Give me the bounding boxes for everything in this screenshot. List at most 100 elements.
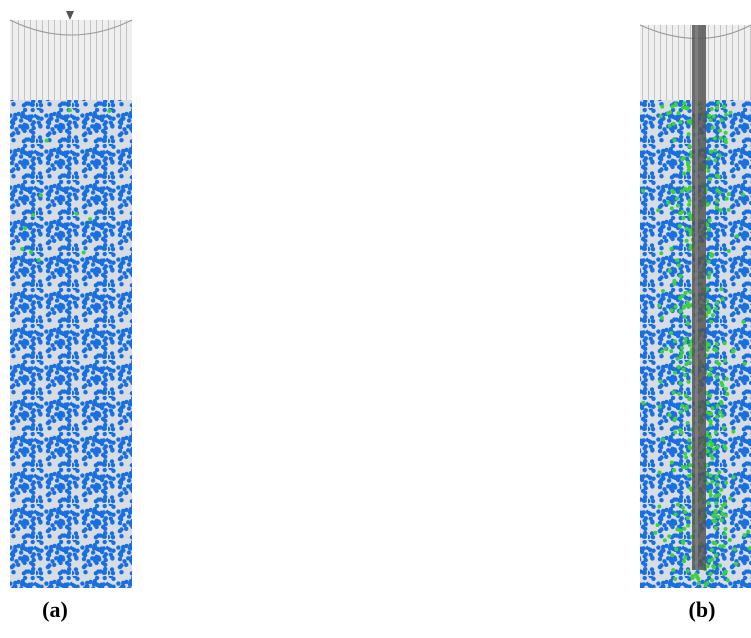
tracer bbox=[688, 199, 692, 203]
particle-bed bbox=[10, 100, 132, 588]
tracer bbox=[719, 208, 723, 212]
tracer bbox=[666, 201, 670, 205]
tracer bbox=[707, 307, 711, 311]
tracer bbox=[682, 171, 686, 175]
tracer bbox=[711, 126, 715, 130]
tracer bbox=[715, 415, 719, 419]
tracer bbox=[664, 347, 668, 351]
tracer bbox=[670, 308, 674, 312]
tracer bbox=[673, 418, 677, 422]
tracer bbox=[672, 279, 676, 283]
tracer bbox=[717, 175, 721, 179]
tracer bbox=[687, 132, 691, 136]
tracer bbox=[674, 547, 678, 551]
tracer bbox=[705, 581, 709, 585]
tracer bbox=[687, 438, 691, 442]
rod bbox=[692, 25, 706, 570]
tracer bbox=[672, 391, 676, 395]
tracer bbox=[670, 461, 674, 465]
tracer bbox=[713, 494, 717, 498]
tracer bbox=[676, 204, 680, 208]
tracer bbox=[746, 530, 750, 534]
tracer bbox=[718, 410, 722, 414]
tracer bbox=[715, 483, 719, 487]
tracer bbox=[666, 111, 670, 115]
tracer bbox=[680, 404, 684, 408]
tracer bbox=[713, 158, 717, 162]
tracer bbox=[669, 331, 673, 335]
tracer bbox=[710, 578, 714, 582]
tracer bbox=[680, 346, 684, 350]
tracer bbox=[718, 153, 722, 157]
tracer bbox=[732, 475, 736, 479]
tracer bbox=[722, 105, 726, 109]
tracer bbox=[673, 138, 677, 142]
tracer bbox=[658, 405, 662, 409]
tracer bbox=[707, 157, 711, 161]
tracer bbox=[690, 575, 694, 579]
tracer bbox=[686, 304, 690, 308]
tracer bbox=[712, 565, 716, 569]
tracer bbox=[714, 501, 718, 505]
tracer bbox=[667, 534, 671, 538]
tracer bbox=[706, 564, 710, 568]
tracer bbox=[686, 569, 690, 573]
tracer bbox=[722, 572, 726, 576]
tracer bbox=[641, 401, 645, 405]
tracer bbox=[686, 524, 690, 528]
panel-b bbox=[640, 25, 751, 588]
tracer bbox=[720, 414, 724, 418]
tracer bbox=[714, 349, 718, 353]
tracer bbox=[31, 213, 35, 217]
tracer bbox=[672, 468, 676, 472]
tracer bbox=[660, 350, 664, 354]
tracer bbox=[688, 445, 692, 449]
tracer bbox=[709, 367, 713, 371]
tracer bbox=[708, 394, 712, 398]
tracer bbox=[709, 423, 713, 427]
tracer bbox=[725, 197, 729, 201]
tracer bbox=[684, 394, 688, 398]
tracer bbox=[670, 206, 674, 210]
tracer bbox=[709, 118, 713, 122]
tracer bbox=[709, 474, 713, 478]
tracer bbox=[723, 532, 727, 536]
tracer bbox=[715, 188, 719, 192]
tracer bbox=[719, 136, 723, 140]
tracer bbox=[719, 400, 723, 404]
tracer bbox=[656, 523, 660, 527]
tracer bbox=[725, 377, 729, 381]
tracer bbox=[724, 527, 728, 531]
tracer bbox=[713, 510, 717, 514]
tracer bbox=[729, 111, 733, 115]
tracer bbox=[686, 321, 690, 325]
tracer bbox=[734, 562, 738, 566]
tracer bbox=[680, 350, 684, 354]
panel-label: (a) bbox=[42, 597, 68, 622]
tracer bbox=[681, 541, 685, 545]
tracer bbox=[697, 581, 701, 585]
tracer bbox=[706, 449, 710, 453]
tracer bbox=[713, 136, 717, 140]
tracer bbox=[674, 305, 678, 309]
tracer bbox=[706, 501, 710, 505]
tracer bbox=[684, 456, 688, 460]
tracer bbox=[718, 493, 722, 497]
tracer bbox=[680, 210, 684, 214]
tracer bbox=[743, 362, 747, 366]
tracer bbox=[709, 572, 713, 576]
tracer bbox=[653, 531, 657, 535]
tracer bbox=[685, 239, 689, 243]
tracer bbox=[685, 227, 689, 231]
tracer bbox=[656, 208, 660, 212]
tracer bbox=[681, 506, 685, 510]
tracer bbox=[717, 470, 721, 474]
tracer bbox=[684, 337, 688, 341]
tracer bbox=[741, 320, 745, 324]
tracer bbox=[676, 503, 680, 507]
tracer bbox=[696, 577, 700, 581]
tracer bbox=[709, 493, 713, 497]
cylinder-top bbox=[10, 20, 132, 102]
tracer bbox=[724, 514, 728, 518]
tracer bbox=[686, 301, 690, 305]
